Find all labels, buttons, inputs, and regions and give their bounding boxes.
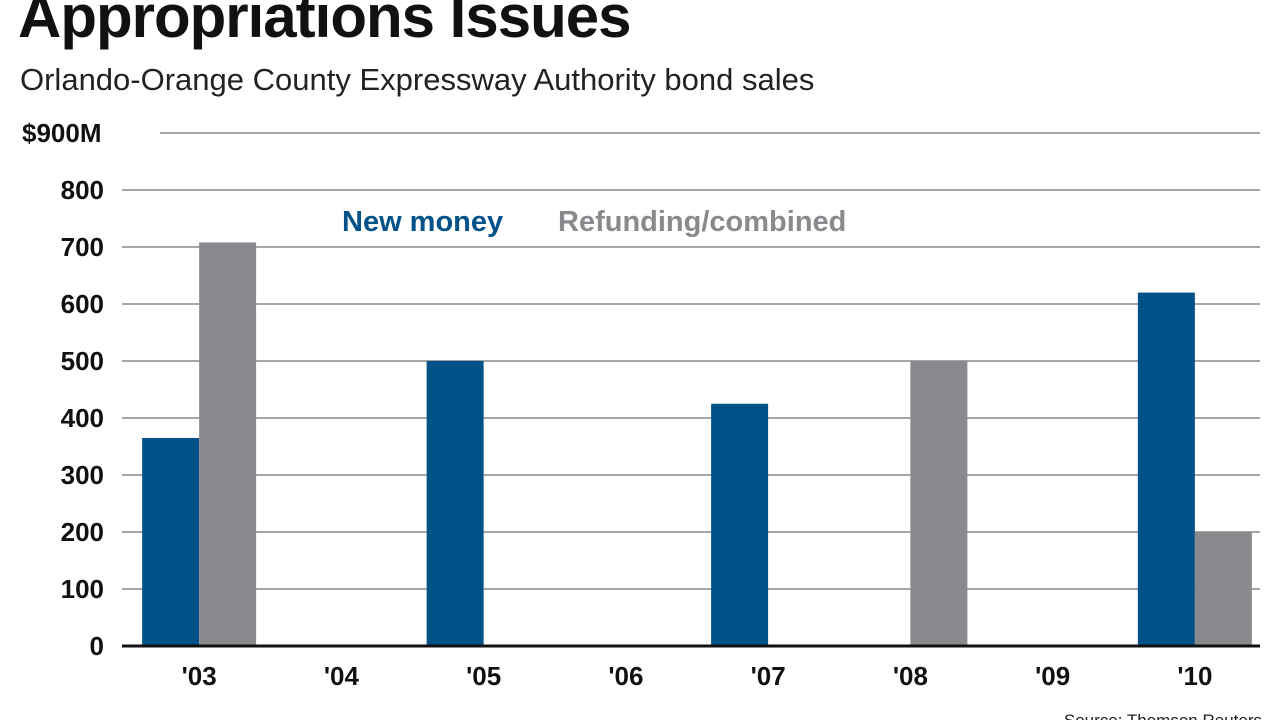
- x-tick-label: '09: [1035, 661, 1070, 691]
- y-tick-label: 600: [61, 289, 104, 319]
- bar-new-money: [711, 403, 769, 646]
- y-tick-label: $900M: [22, 118, 102, 148]
- bar-new-money: [142, 437, 200, 646]
- gridlines: [122, 132, 1260, 647]
- bar-refunding-combined: [910, 361, 968, 646]
- y-tick-label: 700: [61, 232, 104, 262]
- x-tick-label: '05: [466, 661, 501, 691]
- chart-title: Appropriations Issues: [18, 0, 631, 50]
- x-tick-label: '10: [1177, 661, 1212, 691]
- x-tick-label: '08: [893, 661, 928, 691]
- legend-refunding-combined: Refunding/combined: [558, 206, 846, 238]
- x-tick-label: '03: [182, 661, 217, 691]
- legend-new-money: New money: [342, 206, 503, 238]
- bar-refunding-combined: [1194, 532, 1252, 646]
- y-tick-label: 200: [61, 517, 104, 547]
- legend: New money Refunding/combined: [342, 206, 846, 238]
- source-note: Source: Thomson Reuters: [1064, 711, 1262, 720]
- y-tick-label: 800: [61, 175, 104, 205]
- axes: 0 100 200 300 400 500 600 700 800 $900M '03 '04 '05 '…: [22, 118, 1260, 691]
- y-tick-label: 500: [61, 346, 104, 376]
- chart-subtitle: Orlando-Orange County Expressway Authori…: [20, 62, 815, 97]
- y-tick-label: 300: [61, 460, 104, 490]
- y-tick-label: 400: [61, 403, 104, 433]
- bars: [142, 242, 1252, 646]
- bar-new-money: [1137, 292, 1195, 646]
- bar-refunding-combined: [199, 242, 257, 646]
- x-tick-label: '07: [751, 661, 786, 691]
- y-tick-label: 0: [90, 631, 104, 661]
- y-tick-label: 100: [61, 574, 104, 604]
- bar-new-money: [426, 361, 484, 646]
- x-tick-label: '06: [608, 661, 643, 691]
- x-tick-label: '04: [324, 661, 360, 691]
